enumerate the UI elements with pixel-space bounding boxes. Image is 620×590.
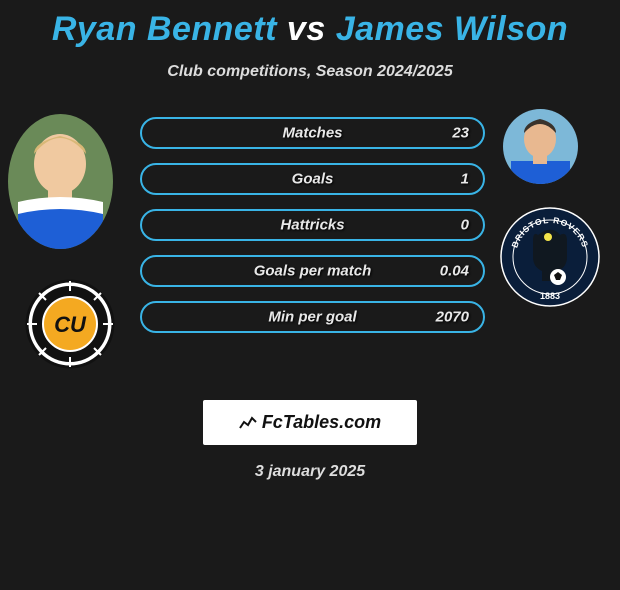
svg-text:1883: 1883 — [540, 291, 560, 301]
player2-photo — [503, 109, 578, 184]
subtitle: Club competitions, Season 2024/2025 — [0, 63, 620, 81]
fctables-logo: FcTables.com — [203, 400, 417, 445]
stat-row: Goals per match 0.04 — [140, 255, 485, 287]
stat-value: 1 — [461, 171, 469, 188]
player2-club-crest: 1883 BRISTOL ROVERS — [500, 207, 600, 307]
player1-club-crest: CU — [25, 279, 115, 369]
stat-value: 0.04 — [440, 263, 469, 280]
stat-label: Goals per match — [254, 263, 372, 280]
comparison-content: CU — [0, 109, 620, 429]
svg-text:CU: CU — [54, 312, 87, 337]
stat-value: 2070 — [436, 309, 469, 326]
stat-label: Hattricks — [280, 217, 344, 234]
logo-text: FcTables.com — [262, 412, 381, 432]
player1-photo — [8, 114, 113, 249]
comparison-title: Ryan Bennett vs James Wilson — [0, 10, 620, 49]
stat-row: Goals 1 — [140, 163, 485, 195]
stat-label: Matches — [282, 125, 342, 142]
stat-value: 23 — [452, 125, 469, 142]
stat-label: Goals — [292, 171, 334, 188]
stat-label: Min per goal — [268, 309, 356, 326]
generation-date: 3 january 2025 — [0, 463, 620, 481]
player1-name: Ryan Bennett — [52, 10, 277, 48]
footer: FcTables.com 3 january 2025 — [0, 400, 620, 481]
vs-separator: vs — [287, 10, 326, 48]
player2-name: James Wilson — [336, 10, 568, 48]
stat-row: Min per goal 2070 — [140, 301, 485, 333]
stat-row: Matches 23 — [140, 117, 485, 149]
stat-bars: Matches 23 Goals 1 Hattricks 0 Goals per… — [140, 117, 485, 347]
stat-row: Hattricks 0 — [140, 209, 485, 241]
stat-value: 0 — [461, 217, 469, 234]
